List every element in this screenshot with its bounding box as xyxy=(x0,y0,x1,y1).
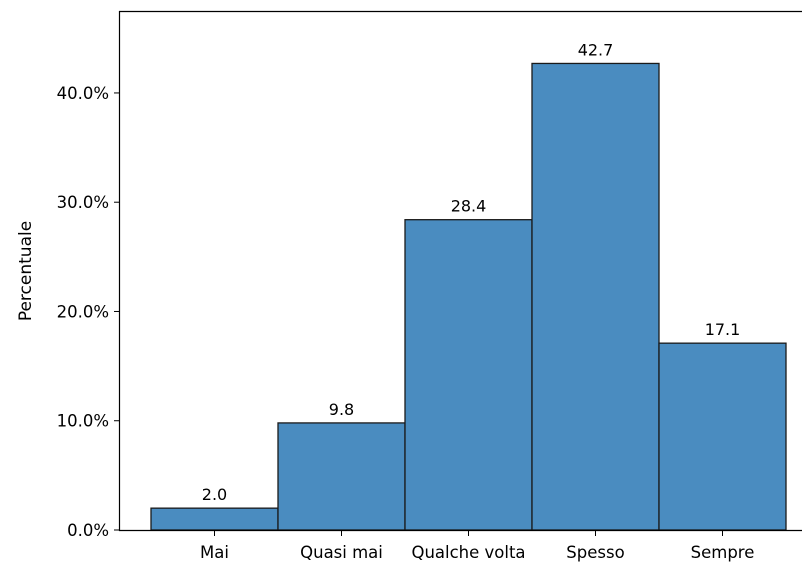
y-axis-label: Percentuale xyxy=(16,221,36,321)
data-label-mai: 2.0 xyxy=(202,485,227,504)
x-tick-label-mai: Mai xyxy=(200,543,229,562)
x-tick-label-qualche-volta: Qualche volta xyxy=(411,543,525,562)
data-label-quasi-mai: 9.8 xyxy=(329,400,354,419)
bar-qualche-volta xyxy=(404,219,533,531)
y-tick-label-3: 30.0% xyxy=(57,193,109,212)
data-label-qualche-volta: 28.4 xyxy=(451,197,487,216)
bars-layer xyxy=(150,62,787,531)
data-labels-layer: 2.0 9.8 28.4 42.7 17.1 xyxy=(202,40,741,504)
y-ticks-layer: 0.0% 10.0% 20.0% 30.0% 40.0% xyxy=(57,84,120,540)
x-tick-label-spesso: Spesso xyxy=(566,543,624,562)
bar-quasi-mai xyxy=(277,422,406,531)
x-tick-label-quasi-mai: Quasi mai xyxy=(300,543,383,562)
bar-mai xyxy=(150,507,279,531)
bar-spesso xyxy=(531,62,660,531)
data-label-sempre: 17.1 xyxy=(705,320,741,339)
bar-sempre xyxy=(658,342,787,531)
data-label-spesso: 42.7 xyxy=(578,40,614,59)
y-tick-label-1: 10.0% xyxy=(57,412,109,431)
y-tick-label-4: 40.0% xyxy=(57,84,109,103)
x-ticks-layer: Mai Quasi mai Qualche volta Spesso Sempre xyxy=(200,530,754,562)
x-tick-label-sempre: Sempre xyxy=(691,543,755,562)
y-tick-label-0: 0.0% xyxy=(67,521,109,540)
y-tick-label-2: 20.0% xyxy=(57,302,109,321)
